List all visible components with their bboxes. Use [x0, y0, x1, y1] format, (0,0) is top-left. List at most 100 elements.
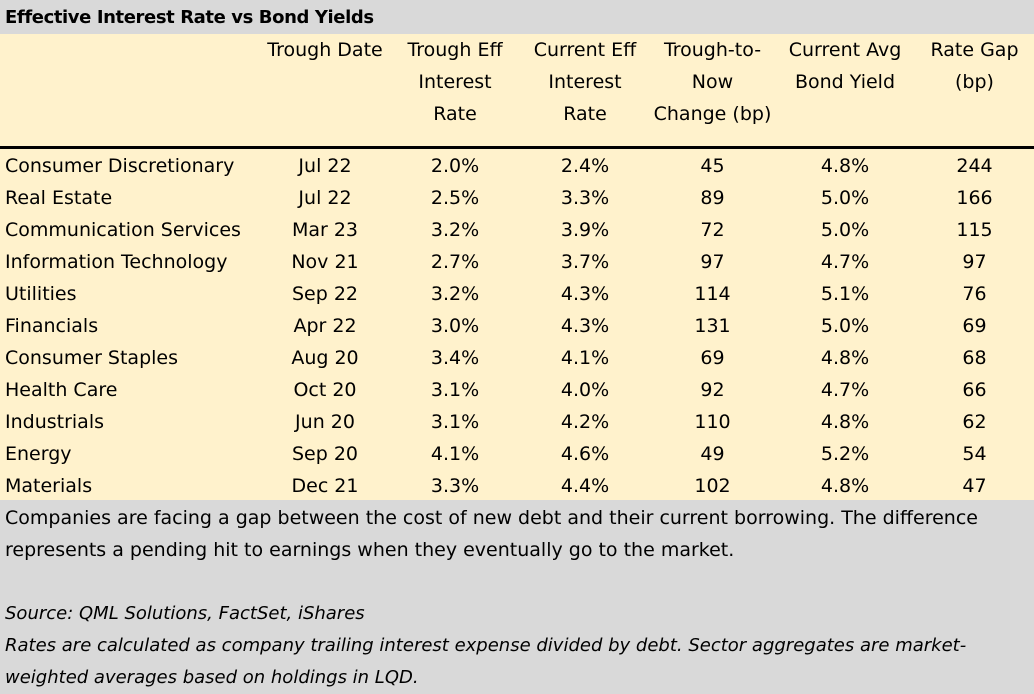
- table-row: Communication Services Mar 23 3.2% 3.9% …: [0, 214, 1034, 246]
- sector-name: Materials: [5, 475, 93, 497]
- current-eff-rate: 4.4%: [560, 475, 610, 497]
- sector-name: Utilities: [5, 283, 77, 305]
- table-title: Effective Interest Rate vs Bond Yields: [0, 0, 1034, 34]
- current-eff-rate: 4.3%: [560, 283, 610, 305]
- bond-yield: 5.1%: [820, 283, 870, 305]
- change-bp: 102: [694, 475, 731, 497]
- trough-eff-rate: 3.1%: [430, 411, 480, 433]
- rate-gap: 62: [962, 411, 987, 433]
- trough-date: Jun 20: [295, 411, 355, 433]
- header-bond-yield: Current Avg Bond Yield: [775, 34, 915, 98]
- header-line: Rate Gap: [930, 39, 1019, 61]
- rate-gap: 66: [962, 379, 987, 401]
- current-eff-rate: 4.0%: [560, 379, 610, 401]
- rate-gap: 166: [956, 187, 993, 209]
- change-bp: 45: [700, 155, 725, 177]
- header-line: Bond Yield: [794, 71, 896, 93]
- header-current-eff-rate: Current Eff Interest Rate: [520, 34, 650, 130]
- bond-yield: 4.7%: [820, 379, 870, 401]
- header-line: Trough-to-: [663, 39, 762, 61]
- rate-gap: 68: [962, 347, 987, 369]
- current-eff-rate: 3.3%: [560, 187, 610, 209]
- table-row: Consumer Discretionary Jul 22 2.0% 2.4% …: [0, 150, 1034, 182]
- bond-yield: 5.0%: [820, 187, 870, 209]
- sector-name: Energy: [5, 443, 72, 465]
- bond-yield: 4.8%: [820, 347, 870, 369]
- trough-eff-rate: 3.2%: [430, 283, 480, 305]
- rate-gap: 115: [956, 219, 993, 241]
- header-divider: [0, 146, 1034, 149]
- change-bp: 69: [700, 347, 725, 369]
- table-row: Information Technology Nov 21 2.7% 3.7% …: [0, 246, 1034, 278]
- header-line: Current Eff: [533, 39, 637, 61]
- change-bp: 110: [694, 411, 731, 433]
- header-line: Trough Eff: [407, 39, 503, 61]
- trough-eff-rate: 3.3%: [430, 475, 480, 497]
- current-eff-rate: 4.2%: [560, 411, 610, 433]
- trough-eff-rate: 4.1%: [430, 443, 480, 465]
- trough-eff-rate: 3.1%: [430, 379, 480, 401]
- header-line: Change (bp): [653, 103, 772, 125]
- rate-gap: 97: [962, 251, 987, 273]
- current-eff-rate: 4.3%: [560, 315, 610, 337]
- table-row: Financials Apr 22 3.0% 4.3% 131 5.0% 69: [0, 310, 1034, 342]
- header-rate-gap: Rate Gap (bp): [915, 34, 1034, 98]
- table-panel: [0, 34, 1034, 500]
- bond-yield: 4.7%: [820, 251, 870, 273]
- current-eff-rate: 2.4%: [560, 155, 610, 177]
- trough-eff-rate: 3.0%: [430, 315, 480, 337]
- header-trough-eff-rate: Trough Eff Interest Rate: [390, 34, 520, 130]
- change-bp: 89: [700, 187, 725, 209]
- rate-gap: 47: [962, 475, 987, 497]
- current-eff-rate: 4.1%: [560, 347, 610, 369]
- rate-gap: 76: [962, 283, 987, 305]
- trough-date: Nov 21: [291, 251, 359, 273]
- rate-gap: 244: [956, 155, 993, 177]
- trough-date: Dec 21: [291, 475, 359, 497]
- change-bp: 114: [694, 283, 731, 305]
- bond-yield: 4.8%: [820, 411, 870, 433]
- table-row: Utilities Sep 22 3.2% 4.3% 114 5.1% 76: [0, 278, 1034, 310]
- header-line: Now: [691, 71, 734, 93]
- change-bp: 131: [694, 315, 731, 337]
- bond-yield: 5.0%: [820, 315, 870, 337]
- current-eff-rate: 3.7%: [560, 251, 610, 273]
- trough-eff-rate: 2.7%: [430, 251, 480, 273]
- sector-name: Consumer Discretionary: [5, 155, 235, 177]
- header-line: Interest: [548, 71, 622, 93]
- bond-yield: 4.8%: [820, 155, 870, 177]
- header-trough-date: Trough Date: [255, 34, 395, 66]
- header-line: Rate: [433, 103, 477, 125]
- header-line: (bp): [955, 71, 994, 93]
- trough-date: Jul 22: [298, 155, 352, 177]
- header-line: Current Avg: [788, 39, 902, 61]
- bond-yield: 4.8%: [820, 475, 870, 497]
- table-row: Industrials Jun 20 3.1% 4.2% 110 4.8% 62: [0, 406, 1034, 438]
- table-row: Energy Sep 20 4.1% 4.6% 49 5.2% 54: [0, 438, 1034, 470]
- trough-eff-rate: 2.0%: [430, 155, 480, 177]
- header-line: Interest: [418, 71, 492, 93]
- table-row: Materials Dec 21 3.3% 4.4% 102 4.8% 47: [0, 470, 1034, 502]
- sector-name: Financials: [5, 315, 99, 337]
- table-row: Real Estate Jul 22 2.5% 3.3% 89 5.0% 166: [0, 182, 1034, 214]
- header-line: Trough Date: [267, 39, 383, 61]
- methodology-note: Rates are calculated as company trailing…: [5, 635, 967, 688]
- sector-name: Information Technology: [5, 251, 228, 273]
- trough-eff-rate: 2.5%: [430, 187, 480, 209]
- current-eff-rate: 4.6%: [560, 443, 610, 465]
- trough-date: Aug 20: [291, 347, 359, 369]
- trough-date: Apr 22: [293, 315, 357, 337]
- current-eff-rate: 3.9%: [560, 219, 610, 241]
- rate-gap: 54: [962, 443, 987, 465]
- trough-eff-rate: 3.4%: [430, 347, 480, 369]
- sector-name: Industrials: [5, 411, 105, 433]
- source-citation: Source: QML Solutions, FactSet, iShares: [5, 603, 365, 624]
- commentary-note: Companies are facing a gap between the c…: [5, 507, 978, 561]
- table-row: Consumer Staples Aug 20 3.4% 4.1% 69 4.8…: [0, 342, 1034, 374]
- trough-date: Sep 22: [291, 283, 359, 305]
- sector-name: Communication Services: [5, 219, 241, 241]
- table-row: Health Care Oct 20 3.1% 4.0% 92 4.7% 66: [0, 374, 1034, 406]
- sector-name: Consumer Staples: [5, 347, 179, 369]
- change-bp: 72: [700, 219, 725, 241]
- header-line: Rate: [563, 103, 607, 125]
